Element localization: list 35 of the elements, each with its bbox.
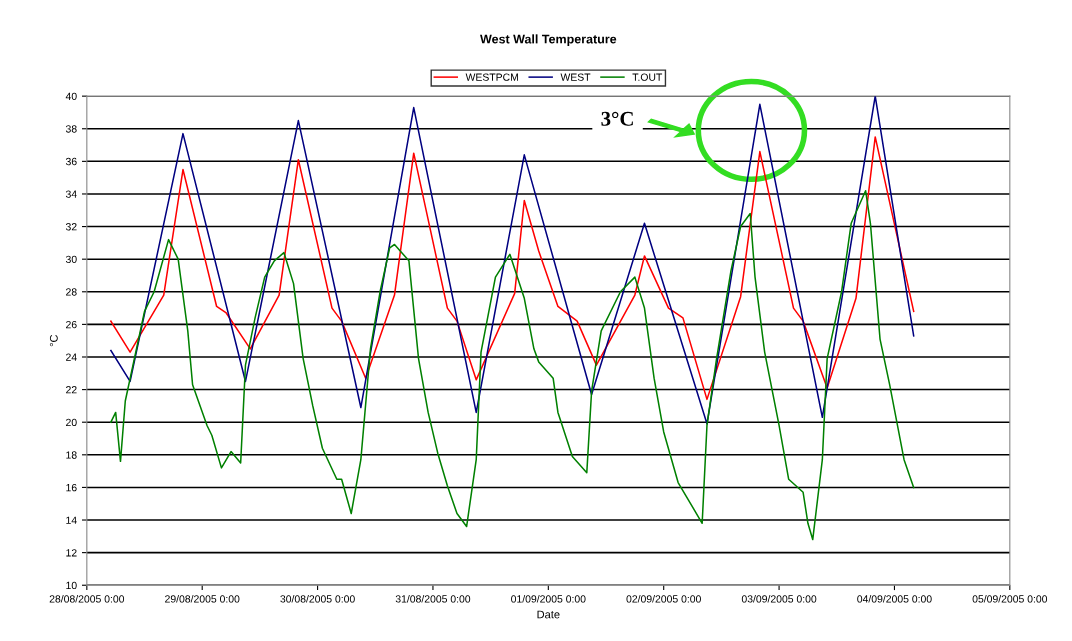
x-tick-label: 29/08/2005 0:00 xyxy=(165,594,240,603)
annotation: 3°C xyxy=(601,111,633,126)
x-tick-label: 01/09/2005 0:00 xyxy=(511,594,586,603)
line-series xyxy=(110,189,915,541)
y-tick-label: 26 xyxy=(66,320,77,329)
y-tick-label: 36 xyxy=(65,157,77,166)
x-tick-label: 30/08/2005 0:00 xyxy=(280,594,355,603)
legend-label: T.OUT xyxy=(632,73,663,81)
y-tick-label: 16 xyxy=(66,483,77,492)
y-axis-title: °C xyxy=(49,334,58,347)
chart-title: West Wall Temperature xyxy=(480,34,617,46)
x-tick-label: 03/09/2005 0:00 xyxy=(741,594,817,603)
y-tick-label: 12 xyxy=(66,549,77,557)
x-tick-label: 31/08/2005 0:00 xyxy=(395,594,471,603)
y-tick-label: 14 xyxy=(66,516,77,524)
y-tick-label: 28 xyxy=(66,288,77,296)
legend-label: WESTPCM xyxy=(465,73,518,81)
y-tick-label: 30 xyxy=(65,255,77,264)
y-tick-label: 32 xyxy=(65,223,77,231)
y-tick-label: 34 xyxy=(65,190,77,198)
x-tick-label: 04/09/2005 0:00 xyxy=(857,594,932,603)
y-tick-label: 24 xyxy=(66,353,77,361)
y-tick-label: 22 xyxy=(66,386,77,394)
x-tick-label: 28/08/2005 0:00 xyxy=(49,594,125,603)
y-tick-label: 40 xyxy=(65,92,77,101)
x-axis-title: Date xyxy=(537,610,560,619)
line-series xyxy=(110,96,915,425)
y-tick-label: 20 xyxy=(66,418,77,427)
y-tick-label: 18 xyxy=(66,451,77,459)
legend-label: WEST xyxy=(560,73,591,81)
x-tick-label: 02/09/2005 0:00 xyxy=(626,594,701,603)
y-tick-label: 10 xyxy=(66,581,77,590)
x-tick-label: 05/09/2005 0:00 xyxy=(972,594,1048,603)
line-series xyxy=(110,136,915,401)
y-tick-label: 38 xyxy=(65,125,77,133)
